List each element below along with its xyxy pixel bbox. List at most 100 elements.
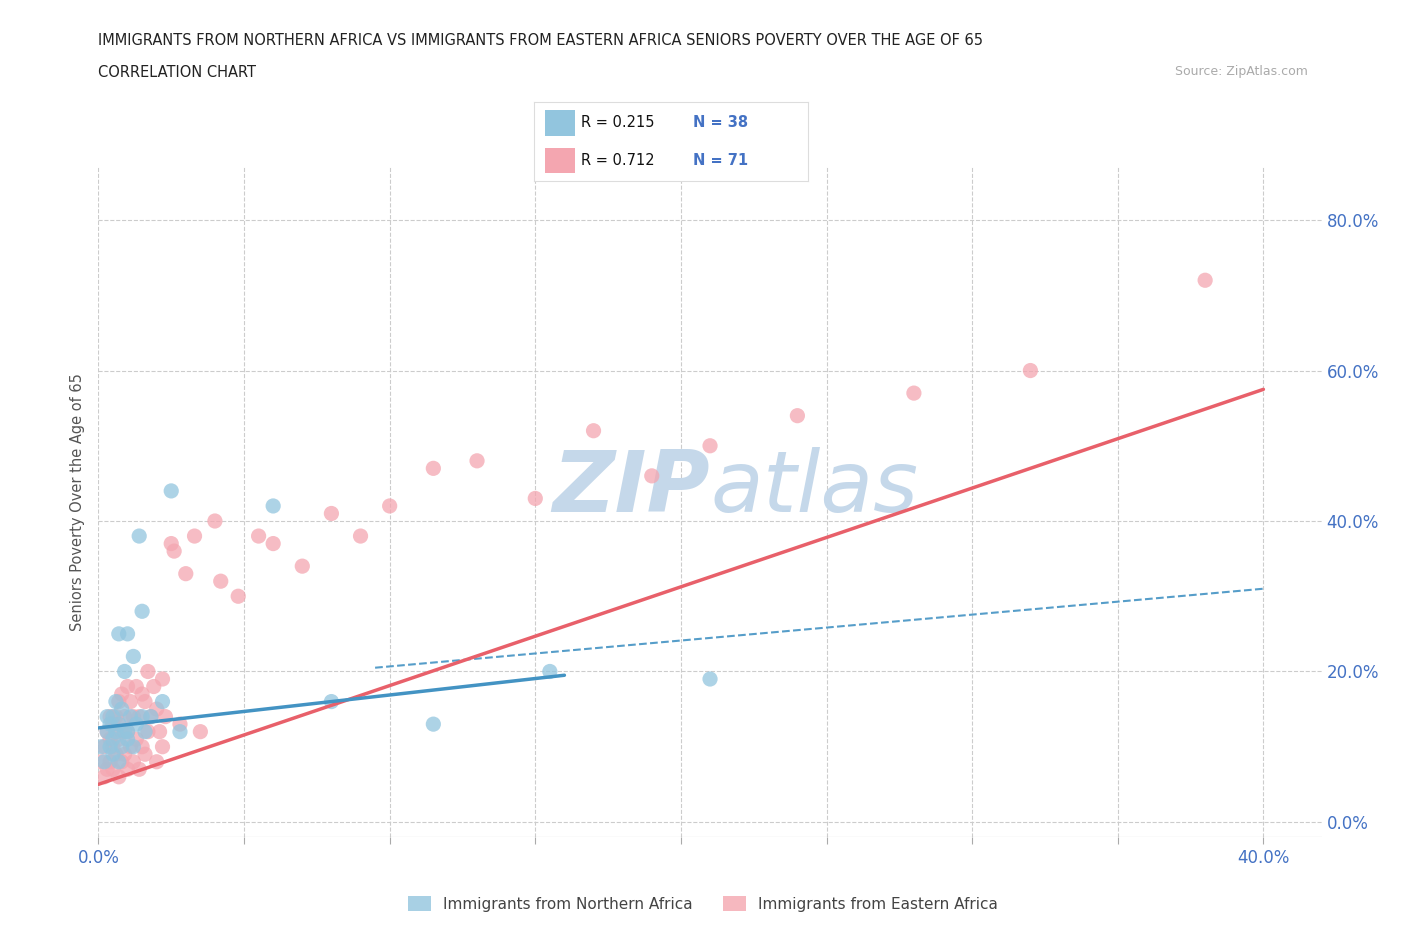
Legend: Immigrants from Northern Africa, Immigrants from Eastern Africa: Immigrants from Northern Africa, Immigra… <box>402 889 1004 918</box>
Point <box>128 762 150 777</box>
Point <box>1019 363 1042 378</box>
Point <box>96 710 118 724</box>
Point <box>125 679 148 694</box>
Point <box>101 762 124 777</box>
Point <box>98 754 121 769</box>
Text: R = 0.215: R = 0.215 <box>581 115 654 130</box>
Point <box>114 710 136 724</box>
Point <box>108 694 131 709</box>
Point <box>111 724 134 739</box>
Point <box>108 754 131 769</box>
Point <box>108 627 131 642</box>
Point <box>101 732 124 747</box>
Point <box>96 762 118 777</box>
Point <box>117 627 139 642</box>
Point <box>104 724 127 739</box>
FancyBboxPatch shape <box>546 148 575 174</box>
Point <box>104 747 127 762</box>
Point <box>122 754 145 769</box>
Point <box>131 739 153 754</box>
Text: atlas: atlas <box>710 447 918 530</box>
Point <box>204 513 226 528</box>
Point <box>169 717 191 732</box>
Point <box>134 747 156 762</box>
Point <box>93 769 115 784</box>
Point <box>155 710 177 724</box>
Point <box>163 544 186 559</box>
Point <box>120 710 142 724</box>
Point <box>114 724 136 739</box>
Point <box>131 686 153 701</box>
Point <box>111 686 134 701</box>
Point <box>111 701 134 716</box>
Point <box>108 769 131 784</box>
Point <box>538 664 561 679</box>
Point <box>422 717 444 732</box>
Text: N = 71: N = 71 <box>693 153 748 168</box>
Point <box>125 732 148 747</box>
Point <box>96 724 118 739</box>
Point <box>152 739 174 754</box>
Point <box>122 739 145 754</box>
Point <box>136 664 159 679</box>
Point <box>699 671 721 686</box>
Point <box>142 679 165 694</box>
Text: CORRELATION CHART: CORRELATION CHART <box>98 65 256 80</box>
Point <box>98 717 121 732</box>
Point <box>90 739 112 754</box>
Point <box>160 536 183 551</box>
Point <box>262 498 284 513</box>
Point <box>114 747 136 762</box>
Point <box>108 732 131 747</box>
Point <box>152 694 174 709</box>
Point <box>188 724 212 739</box>
Point <box>125 717 148 732</box>
Point <box>101 710 124 724</box>
Point <box>117 724 139 739</box>
Point <box>134 724 156 739</box>
Point <box>699 438 721 453</box>
Point <box>422 461 444 476</box>
Point <box>122 710 145 724</box>
Point <box>114 664 136 679</box>
Y-axis label: Seniors Poverty Over the Age of 65: Seniors Poverty Over the Age of 65 <box>70 373 86 631</box>
Point <box>145 754 167 769</box>
Point <box>582 423 605 438</box>
Point <box>174 566 197 581</box>
Point <box>117 679 139 694</box>
Point <box>378 498 401 513</box>
Point <box>98 710 121 724</box>
Point <box>262 536 284 551</box>
Point <box>96 724 118 739</box>
Point <box>98 732 121 747</box>
Point <box>321 694 343 709</box>
Point <box>349 528 371 543</box>
Point <box>128 528 150 543</box>
Point <box>98 739 121 754</box>
Point <box>786 408 808 423</box>
Point <box>117 762 139 777</box>
Point <box>209 574 232 589</box>
Point <box>183 528 205 543</box>
FancyBboxPatch shape <box>546 110 575 136</box>
Point <box>101 717 124 732</box>
Text: IMMIGRANTS FROM NORTHERN AFRICA VS IMMIGRANTS FROM EASTERN AFRICA SENIORS POVERT: IMMIGRANTS FROM NORTHERN AFRICA VS IMMIG… <box>98 33 983 47</box>
Point <box>104 710 127 724</box>
Point <box>226 589 249 604</box>
Point <box>524 491 547 506</box>
Point <box>122 649 145 664</box>
Point <box>131 604 153 618</box>
Point <box>131 710 153 724</box>
Point <box>903 386 925 401</box>
Point <box>139 710 162 724</box>
Text: N = 38: N = 38 <box>693 115 748 130</box>
Point <box>160 484 183 498</box>
Point <box>108 717 131 732</box>
Point <box>90 754 112 769</box>
Point <box>291 559 314 574</box>
Text: R = 0.712: R = 0.712 <box>581 153 655 168</box>
Point <box>120 739 142 754</box>
Point <box>145 701 167 716</box>
Point <box>128 710 150 724</box>
Point <box>136 724 159 739</box>
